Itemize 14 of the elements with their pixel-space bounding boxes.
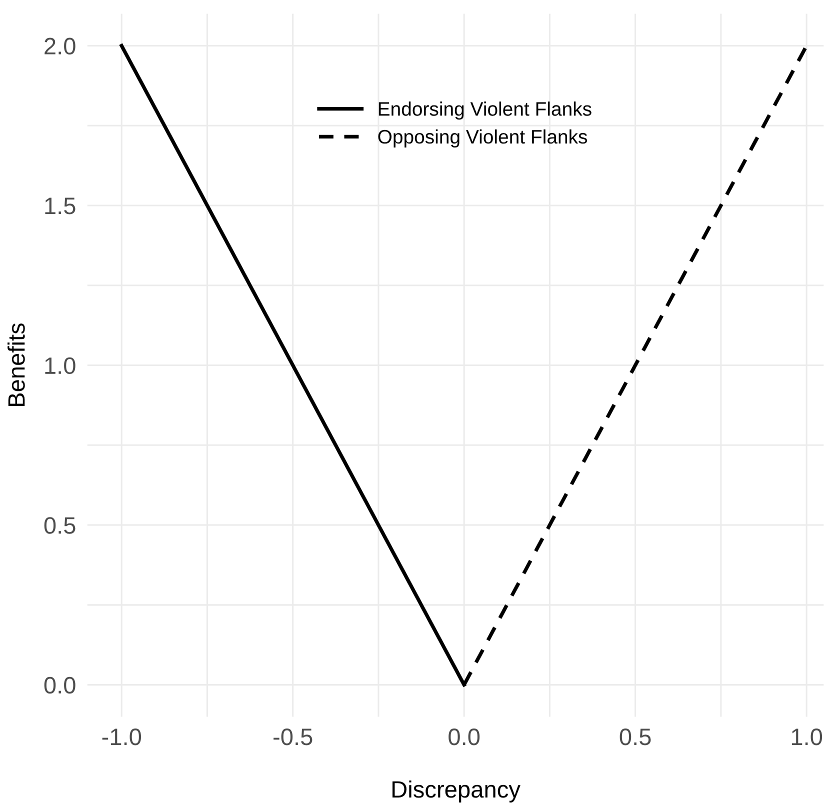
legend-label: Endorsing Violent Flanks (378, 102, 592, 120)
y-tick-label: 0.5 (44, 517, 76, 534)
x-tick-label: 1.0 (792, 728, 822, 746)
x-tick-label: 0.5 (620, 728, 651, 746)
y-tick-label: 1.0 (45, 357, 76, 374)
y-tick-label: 0.0 (44, 676, 76, 694)
x-axis-title: Discrepancy (392, 780, 520, 802)
x-tick-label: -1.0 (102, 728, 142, 746)
x-tick-label: -0.5 (274, 728, 312, 746)
y-tick-label: 1.5 (45, 198, 76, 214)
legend-label: Opposing Violent Flanks (378, 129, 588, 148)
x-tick-label: 0.0 (448, 728, 480, 746)
y-tick-label: 2.0 (44, 38, 76, 54)
y-axis-title: Benefits (8, 323, 25, 406)
